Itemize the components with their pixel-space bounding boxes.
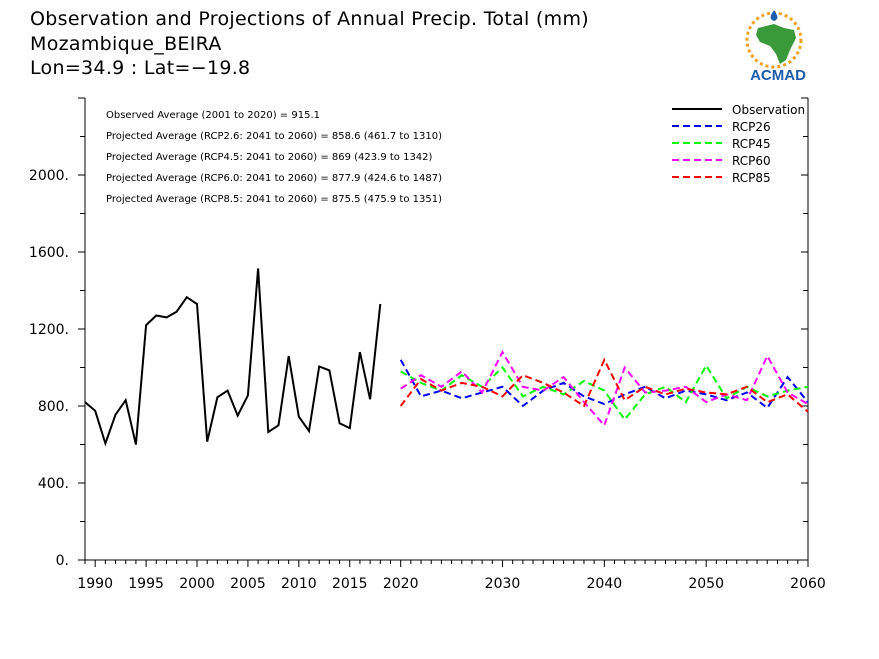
x-tick-label: 1990	[77, 576, 113, 592]
x-tick-label: 2030	[485, 576, 521, 592]
water-drop-icon	[770, 10, 778, 21]
series-line-rcp26	[399, 359, 809, 410]
coordinates-label: Lon=34.9 : Lat=−19.8	[30, 57, 251, 79]
x-tick-label: 2000	[179, 576, 215, 592]
chart-title: Observation and Projections of Annual Pr…	[30, 8, 589, 30]
y-tick-label: 0.	[56, 553, 69, 569]
average-annotation: Projected Average (RCP8.5: 2041 to 2060)…	[106, 194, 442, 205]
y-tick-label: 1600.	[29, 245, 69, 261]
logo-text: ACMAD	[750, 67, 806, 84]
x-tick-label: 2005	[230, 576, 266, 592]
average-annotation: Observed Average (2001 to 2020) = 915.1	[106, 110, 320, 121]
africa-map-icon	[756, 24, 796, 64]
africa-map-sun-logo: ACMAD	[736, 8, 820, 84]
x-tick-label: 2015	[332, 576, 368, 592]
legend-label-rcp26: RCP26	[732, 120, 771, 134]
legend-label-observation: Observation	[732, 103, 805, 117]
x-tick-label: 2040	[587, 576, 623, 592]
series-line-rcp60	[400, 350, 809, 428]
series-line-rcp85	[399, 357, 809, 413]
series-line-observation	[84, 268, 382, 447]
legend-label-rcp60: RCP60	[732, 154, 771, 168]
y-tick-label: 1200.	[29, 322, 69, 338]
average-annotation: Projected Average (RCP6.0: 2041 to 2060)…	[106, 173, 442, 184]
x-tick-label: 2010	[281, 576, 317, 592]
y-tick-label: 800.	[38, 399, 69, 415]
legend-label-rcp85: RCP85	[732, 171, 771, 185]
legend-label-rcp45: RCP45	[732, 137, 771, 151]
x-tick-label: 2050	[688, 576, 724, 592]
y-tick-label: 400.	[38, 476, 69, 492]
x-tick-label: 1995	[128, 576, 164, 592]
x-tick-label: 2020	[383, 576, 419, 592]
y-tick-label: 2000.	[29, 168, 69, 184]
x-tick-label: 2060	[790, 576, 826, 592]
average-annotation: Projected Average (RCP4.5: 2041 to 2060)…	[106, 152, 433, 163]
location-label: Mozambique_BEIRA	[30, 33, 222, 55]
average-annotation: Projected Average (RCP2.6: 2041 to 2060)…	[106, 131, 442, 142]
